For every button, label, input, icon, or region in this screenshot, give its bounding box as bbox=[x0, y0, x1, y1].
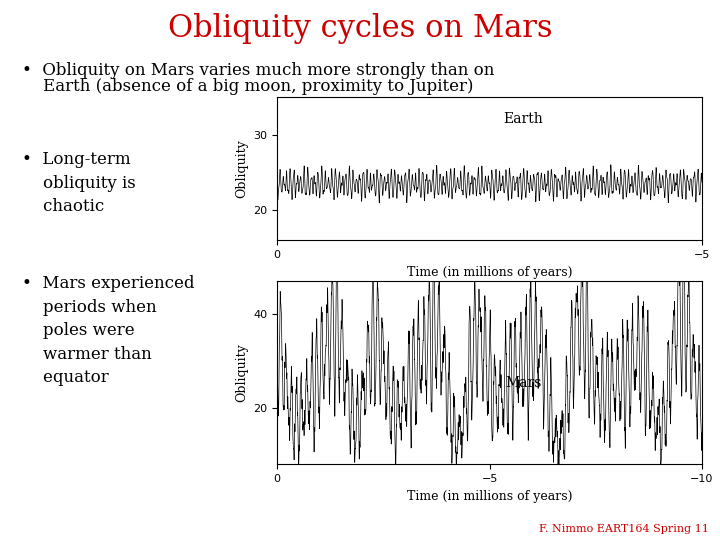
Text: Obliquity cycles on Mars: Obliquity cycles on Mars bbox=[168, 14, 552, 44]
X-axis label: Time (in millions of years): Time (in millions of years) bbox=[407, 490, 572, 503]
Y-axis label: Obliquity: Obliquity bbox=[235, 139, 248, 198]
Text: Earth (absence of a big moon, proximity to Jupiter): Earth (absence of a big moon, proximity … bbox=[22, 78, 473, 95]
Text: Earth: Earth bbox=[504, 111, 544, 125]
X-axis label: Time (in millions of years): Time (in millions of years) bbox=[407, 266, 572, 279]
Text: •  Obliquity on Mars varies much more strongly than on: • Obliquity on Mars varies much more str… bbox=[22, 62, 494, 79]
Y-axis label: Obliquity: Obliquity bbox=[235, 343, 248, 402]
Text: •  Long-term
    obliquity is
    chaotic: • Long-term obliquity is chaotic bbox=[22, 151, 135, 215]
Text: Mars: Mars bbox=[505, 376, 541, 390]
Text: •  Mars experienced
    periods when
    poles were
    warmer than
    equator: • Mars experienced periods when poles we… bbox=[22, 275, 194, 387]
Text: F. Nimmo EART164 Spring 11: F. Nimmo EART164 Spring 11 bbox=[539, 523, 709, 534]
